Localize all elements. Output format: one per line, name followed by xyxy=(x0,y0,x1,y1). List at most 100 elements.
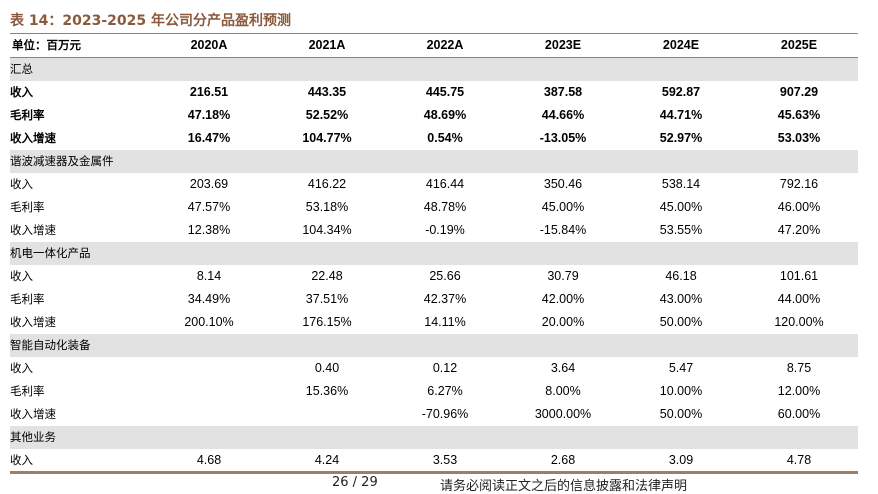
table-cell: 8.14 xyxy=(196,269,222,283)
table-cell: 416.22 xyxy=(307,177,347,191)
table-row: 收入增速 16.47% 104.77% 0.54% -13.05% 52.97% 53.03… xyxy=(10,127,858,150)
header-2021a: 2021A xyxy=(308,38,346,52)
table-row: 毛利率 34.49% 37.51% 42.37% 42.00% 43.00% 44.00% xyxy=(10,288,858,311)
table-cell: 45.00% xyxy=(541,200,585,214)
table-cell xyxy=(268,57,386,81)
row-label: 收入增速 xyxy=(10,315,56,329)
table-cell: 8.75 xyxy=(786,361,812,375)
table-cell: 15.36% xyxy=(305,384,349,398)
table-cell xyxy=(740,150,858,173)
table-cell xyxy=(504,150,622,173)
table-cell: 16.47% xyxy=(187,131,231,145)
table-cell: 445.75 xyxy=(425,85,465,99)
table-cell: 0.40 xyxy=(314,361,340,375)
table-cell xyxy=(504,426,622,449)
table-cell: 12.38% xyxy=(187,223,231,237)
table-cell: 0.54% xyxy=(427,131,463,145)
row-label: 收入增速 xyxy=(10,131,56,145)
table-row: 收入增速 12.38% 104.34% -0.19% -15.84% 53.55% 47.2… xyxy=(10,219,858,242)
table-cell: 792.16 xyxy=(779,177,819,191)
table-cell: 176.15% xyxy=(302,315,352,329)
table-cell: 43.00% xyxy=(659,292,703,306)
table-cell xyxy=(150,380,268,403)
table-cell: 46.00% xyxy=(777,200,821,214)
table-cell xyxy=(268,403,386,426)
section-row: 谐波减速器及金属件 xyxy=(10,150,858,173)
table-cell xyxy=(150,150,268,173)
header-2022a: 2022A xyxy=(426,38,464,52)
table-cell: 34.49% xyxy=(187,292,231,306)
table-cell: 47.20% xyxy=(777,223,821,237)
table-row: 收入 203.69 416.22 416.44 350.46 538.14 792.16 xyxy=(10,173,858,196)
header-unit: 单位：百万元 xyxy=(12,38,81,52)
table-cell xyxy=(386,334,504,357)
row-label: 收入 xyxy=(10,269,33,283)
table-cell: 42.37% xyxy=(423,292,467,306)
table-cell: 45.00% xyxy=(659,200,703,214)
table-cell: 60.00% xyxy=(777,407,821,421)
table-cell: -0.19% xyxy=(425,223,465,237)
section-row: 其他业务 xyxy=(10,426,858,449)
table-cell: 387.58 xyxy=(543,85,583,99)
row-label: 收入增速 xyxy=(10,223,56,237)
section-title: 其他业务 xyxy=(10,426,150,449)
table-cell: 592.87 xyxy=(661,85,701,99)
table-row: 收入 4.68 4.24 3.53 2.68 3.09 4.78 xyxy=(10,449,858,472)
table-cell: -70.96% xyxy=(421,407,469,421)
table-cell: -15.84% xyxy=(539,223,587,237)
table-cell: 25.66 xyxy=(429,269,461,283)
section-row: 智能自动化装备 xyxy=(10,334,858,357)
table-cell xyxy=(150,57,268,81)
table-cell xyxy=(150,426,268,449)
table-row: 毛利率 15.36% 6.27% 8.00% 10.00% 12.00% xyxy=(10,380,858,403)
table-cell: 50.00% xyxy=(659,315,703,329)
table-cell: 46.18 xyxy=(665,269,697,283)
table-cell: 3.09 xyxy=(668,453,694,467)
section-title: 智能自动化装备 xyxy=(10,334,150,357)
table-row: 毛利率 47.18% 52.52% 48.69% 44.66% 44.71% 45.63% xyxy=(10,104,858,127)
table-row: 收入 0.40 0.12 3.64 5.47 8.75 xyxy=(10,357,858,380)
table-cell: 50.00% xyxy=(659,407,703,421)
bottom-divider xyxy=(10,471,858,474)
table-row: 收入增速 200.10% 176.15% 14.11% 20.00% 50.00% 120.… xyxy=(10,311,858,334)
page-number: 26 / 29 xyxy=(332,475,378,490)
table-cell: -13.05% xyxy=(539,131,587,145)
profit-forecast-table: 单位：百万元 2020A 2021A 2022A 2023E 2024E 202… xyxy=(10,34,858,472)
table-cell: 47.18% xyxy=(187,108,231,122)
table-cell: 47.57% xyxy=(187,200,231,214)
row-label: 收入 xyxy=(10,453,33,467)
table-header-row: 单位：百万元 2020A 2021A 2022A 2023E 2024E 202… xyxy=(10,34,858,58)
table-cell xyxy=(386,426,504,449)
table-cell xyxy=(386,57,504,81)
table-cell xyxy=(386,242,504,265)
table-cell: 200.10% xyxy=(184,315,234,329)
table-cell xyxy=(150,403,268,426)
table-cell: 20.00% xyxy=(541,315,585,329)
table-cell xyxy=(740,57,858,81)
table-cell: 120.00% xyxy=(774,315,824,329)
table-cell xyxy=(504,57,622,81)
table-cell xyxy=(268,426,386,449)
title-divider xyxy=(10,33,858,34)
table-cell xyxy=(740,334,858,357)
table-cell: 3000.00% xyxy=(534,407,592,421)
table-cell: 443.35 xyxy=(307,85,347,99)
table-cell xyxy=(740,426,858,449)
table-cell xyxy=(622,334,740,357)
table-cell: 44.00% xyxy=(777,292,821,306)
table-cell: 48.78% xyxy=(423,200,467,214)
table-row: 收入 216.51 443.35 445.75 387.58 592.87 907.29 xyxy=(10,81,858,104)
header-2024e: 2024E xyxy=(662,38,700,52)
row-label: 收入 xyxy=(10,361,33,375)
table-cell xyxy=(150,357,268,380)
table-cell: 22.48 xyxy=(311,269,343,283)
table-cell xyxy=(150,242,268,265)
section-title: 谐波减速器及金属件 xyxy=(10,150,150,173)
table-cell: 907.29 xyxy=(779,85,819,99)
table-cell: 3.53 xyxy=(432,453,458,467)
table-cell: 14.11% xyxy=(424,315,466,329)
table-cell: 30.79 xyxy=(547,269,579,283)
row-label: 收入 xyxy=(10,177,33,191)
table-cell xyxy=(150,334,268,357)
table-cell xyxy=(268,242,386,265)
